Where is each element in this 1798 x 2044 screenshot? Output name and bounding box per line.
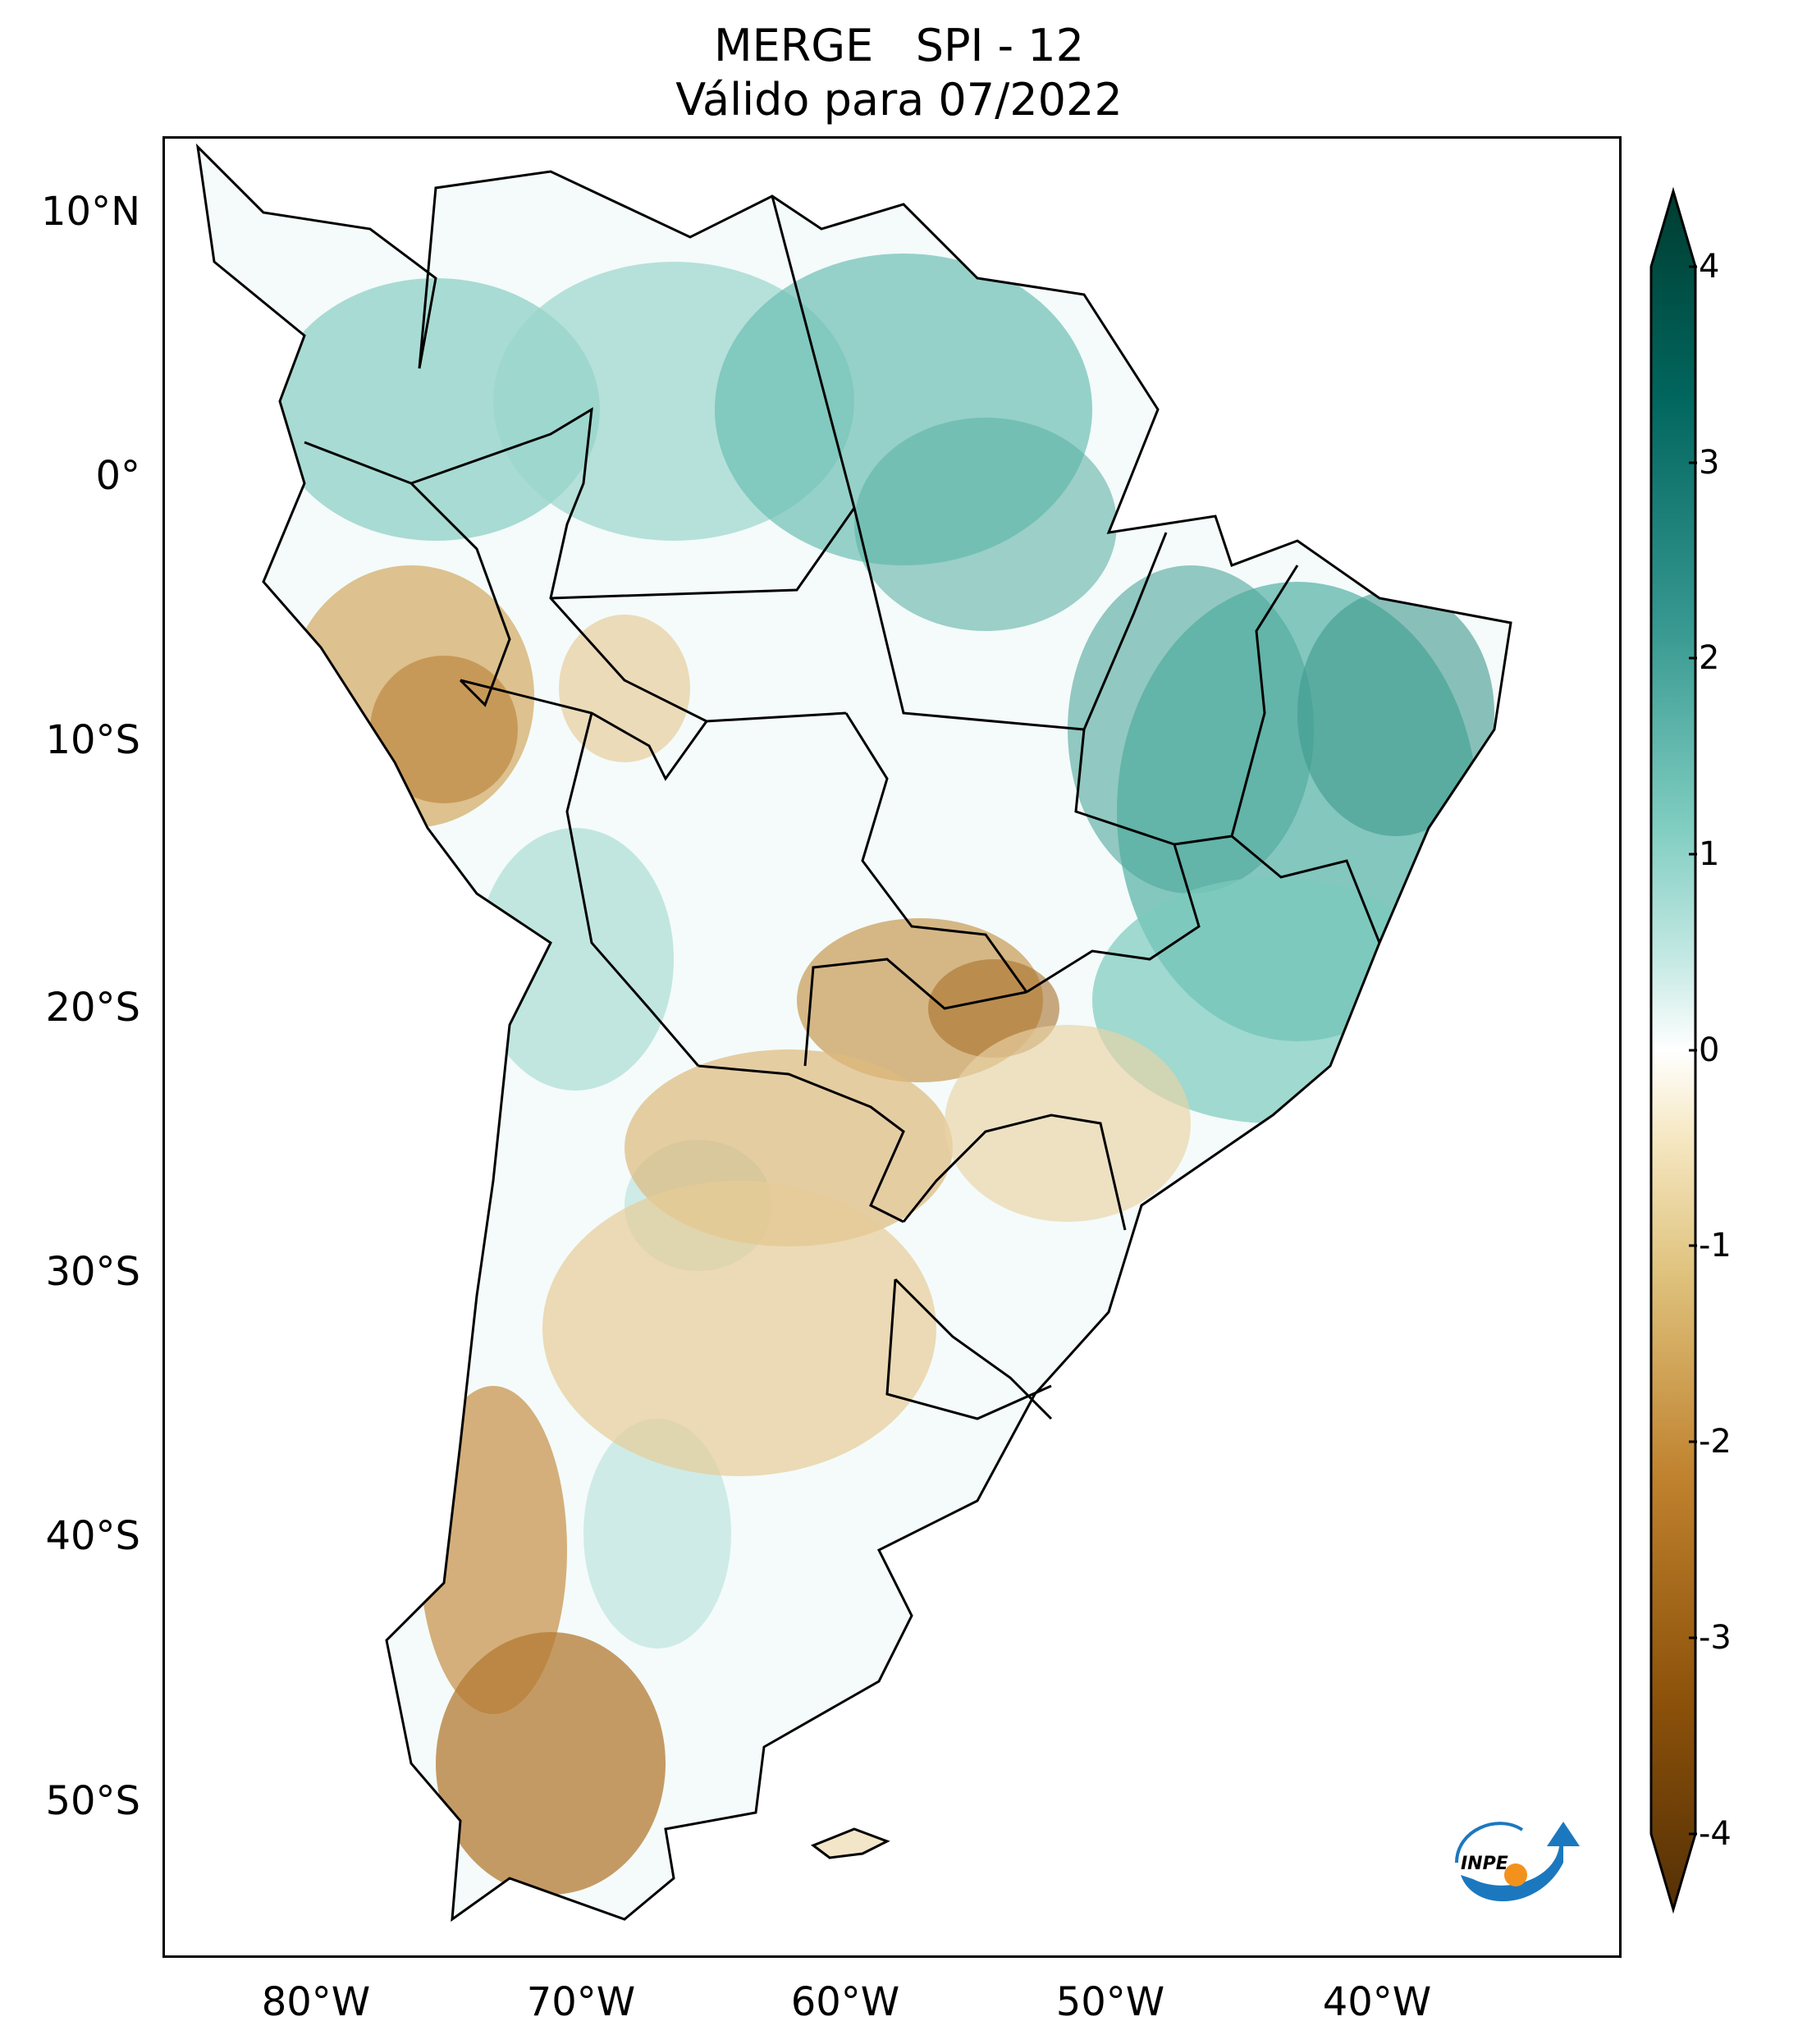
country-borders [304,195,1381,1420]
colorbar-tick-1: 1 [1699,835,1720,873]
lon-label-50w: 50°W [1055,1979,1165,2025]
colorbar-tick-minus1: -1 [1699,1227,1732,1264]
lat-label-50s: 50°S [45,1778,140,1824]
map-frame[interactable] [162,136,1622,1958]
colorbar-tick-0: 0 [1699,1031,1720,1069]
lat-label-40s: 40°S [45,1513,140,1559]
lat-label-0: 0° [95,453,140,499]
lat-label-10s: 10°S [45,717,140,763]
colorbar-tick-minus2: -2 [1699,1423,1732,1461]
lat-label-10n: 10°N [41,189,140,235]
continent-border [195,143,1512,1923]
lon-label-80w: 80°W [261,1979,371,2025]
inpe-logo: INPE [1455,1822,1580,1902]
colorbar-tick-4: 4 [1699,248,1720,286]
colorbar-tick-minus4: -4 [1699,1815,1732,1853]
lat-label-20s: 20°S [45,985,140,1031]
colorbar [1649,186,1697,1914]
map-title: MERGE SPI - 12 [714,20,1084,71]
inpe-logo-text: INPE [1461,1854,1508,1874]
lat-label-30s: 30°S [45,1249,140,1295]
lon-label-70w: 70°W [526,1979,636,2025]
lon-label-60w: 60°W [790,1979,900,2025]
falkland-islands [810,1827,890,1859]
map-subtitle: Válido para 07/2022 [675,74,1123,126]
colorbar-tick-3: 3 [1699,444,1720,482]
colorbar-tick-2: 2 [1699,639,1720,677]
map-canvas [195,143,1512,1923]
colorbar-tick-minus3: -3 [1699,1619,1732,1657]
lon-label-40w: 40°W [1322,1979,1432,2025]
